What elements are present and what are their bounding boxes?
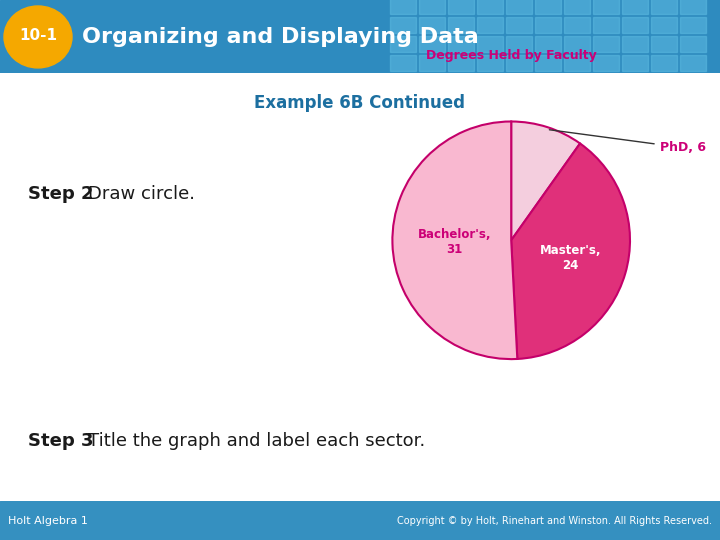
Text: Master's,
24: Master's, 24: [540, 244, 601, 272]
Bar: [564, 0, 590, 14]
Bar: [390, 0, 416, 14]
Bar: [622, 17, 648, 33]
Text: Step 3: Step 3: [28, 433, 94, 450]
Text: Title the graph and label each sector.: Title the graph and label each sector.: [88, 433, 426, 450]
Text: Bachelor's,
31: Bachelor's, 31: [418, 228, 491, 256]
Bar: [535, 36, 561, 52]
Wedge shape: [392, 122, 517, 359]
Bar: [419, 55, 445, 71]
Bar: [593, 0, 619, 14]
Bar: [622, 36, 648, 52]
Text: Example 6B Continued: Example 6B Continued: [254, 94, 466, 112]
Bar: [680, 55, 706, 71]
Bar: [448, 55, 474, 71]
Bar: [651, 0, 677, 14]
Text: Degrees Held by Faculty: Degrees Held by Faculty: [426, 49, 597, 62]
Bar: [535, 17, 561, 33]
Bar: [448, 17, 474, 33]
Wedge shape: [511, 144, 630, 359]
Bar: [564, 36, 590, 52]
Bar: [477, 17, 503, 33]
Bar: [448, 36, 474, 52]
Bar: [651, 36, 677, 52]
Text: Step 2: Step 2: [28, 185, 94, 204]
Bar: [593, 55, 619, 71]
Bar: [477, 0, 503, 14]
Bar: [477, 36, 503, 52]
Bar: [564, 55, 590, 71]
Ellipse shape: [4, 6, 72, 68]
Bar: [535, 55, 561, 71]
Bar: [390, 17, 416, 33]
Bar: [390, 55, 416, 71]
Bar: [390, 36, 416, 52]
Bar: [651, 55, 677, 71]
Bar: [535, 0, 561, 14]
Bar: [477, 55, 503, 71]
Bar: [506, 17, 532, 33]
Bar: [593, 36, 619, 52]
Bar: [651, 17, 677, 33]
Bar: [419, 36, 445, 52]
Bar: [419, 17, 445, 33]
Bar: [564, 17, 590, 33]
Text: Copyright © by Holt, Rinehart and Winston. All Rights Reserved.: Copyright © by Holt, Rinehart and Winsto…: [397, 516, 712, 526]
Bar: [622, 0, 648, 14]
Text: PhD, 6: PhD, 6: [549, 130, 706, 154]
Bar: [680, 17, 706, 33]
Bar: [448, 0, 474, 14]
Text: Draw circle.: Draw circle.: [88, 185, 195, 204]
Bar: [506, 0, 532, 14]
Bar: [680, 36, 706, 52]
Bar: [506, 36, 532, 52]
Bar: [419, 0, 445, 14]
Text: Holt Algebra 1: Holt Algebra 1: [8, 516, 88, 526]
Text: 10-1: 10-1: [19, 29, 57, 43]
Bar: [622, 55, 648, 71]
Text: Organizing and Displaying Data: Organizing and Displaying Data: [82, 27, 479, 47]
Bar: [593, 17, 619, 33]
Wedge shape: [511, 122, 580, 240]
Bar: [506, 55, 532, 71]
Bar: [680, 0, 706, 14]
